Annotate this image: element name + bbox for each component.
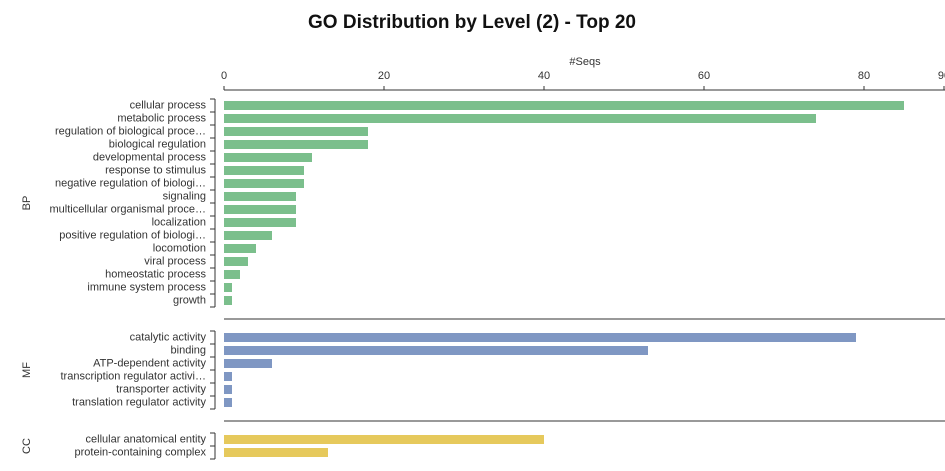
y-tick-label: positive regulation of biologi…: [59, 229, 206, 241]
bar: [224, 333, 856, 342]
bar: [224, 114, 816, 123]
bar: [224, 179, 304, 188]
y-tick-label: locomotion: [153, 242, 206, 254]
bar: [224, 270, 240, 279]
bar: [224, 283, 232, 292]
panel-label: MF: [21, 362, 33, 378]
y-tick-label: homeostatic process: [105, 268, 206, 280]
x-axis-label: #Seqs: [569, 56, 601, 68]
x-tick-label: 0: [221, 70, 227, 82]
bar: [224, 448, 328, 457]
bar: [224, 218, 296, 227]
y-tick-label: binding: [171, 344, 206, 356]
y-tick-label: protein-containing complex: [75, 446, 207, 458]
bar: [224, 101, 904, 110]
bar: [224, 231, 272, 240]
bar: [224, 153, 312, 162]
bar: [224, 398, 232, 407]
y-tick-label: response to stimulus: [105, 164, 206, 176]
x-tick-label: 60: [698, 70, 710, 82]
y-tick-label: ATP-dependent activity: [93, 357, 206, 369]
y-tick-label: translation regulator activity: [72, 396, 206, 408]
x-tick-label: 80: [858, 70, 870, 82]
y-tick-label: developmental process: [93, 151, 207, 163]
chart-title: GO Distribution by Level (2) - Top 20: [308, 12, 636, 33]
y-tick-label: transporter activity: [116, 383, 206, 395]
y-tick-label: localization: [152, 216, 206, 228]
bar: [224, 127, 368, 136]
y-tick-label: transcription regulator activi…: [60, 370, 206, 382]
bar: [224, 205, 296, 214]
x-tick-label: 20: [378, 70, 390, 82]
bar: [224, 140, 368, 149]
y-tick-label: regulation of biological proce…: [55, 125, 206, 137]
y-tick-label: negative regulation of biologi…: [55, 177, 206, 189]
bar: [224, 166, 304, 175]
panel-label: BP: [21, 196, 33, 211]
bar: [224, 346, 648, 355]
y-tick-label: viral process: [144, 255, 206, 267]
y-tick-label: cellular process: [130, 99, 207, 111]
y-tick-label: catalytic activity: [130, 331, 207, 343]
bar: [224, 359, 272, 368]
bar: [224, 372, 232, 381]
panel-label: CC: [21, 438, 33, 454]
y-tick-label: growth: [173, 294, 206, 306]
y-tick-label: cellular anatomical entity: [86, 433, 207, 445]
bar: [224, 296, 232, 305]
x-tick-label: 90: [938, 70, 945, 82]
bar: [224, 244, 256, 253]
y-tick-label: metabolic process: [117, 112, 206, 124]
y-tick-label: immune system process: [87, 281, 206, 293]
y-tick-label: multicellular organismal proce…: [49, 203, 206, 215]
bar: [224, 385, 232, 394]
y-tick-label: signaling: [163, 190, 206, 202]
y-tick-label: biological regulation: [109, 138, 206, 150]
bar: [224, 435, 544, 444]
x-tick-label: 40: [538, 70, 550, 82]
bar: [224, 192, 296, 201]
bar: [224, 257, 248, 266]
